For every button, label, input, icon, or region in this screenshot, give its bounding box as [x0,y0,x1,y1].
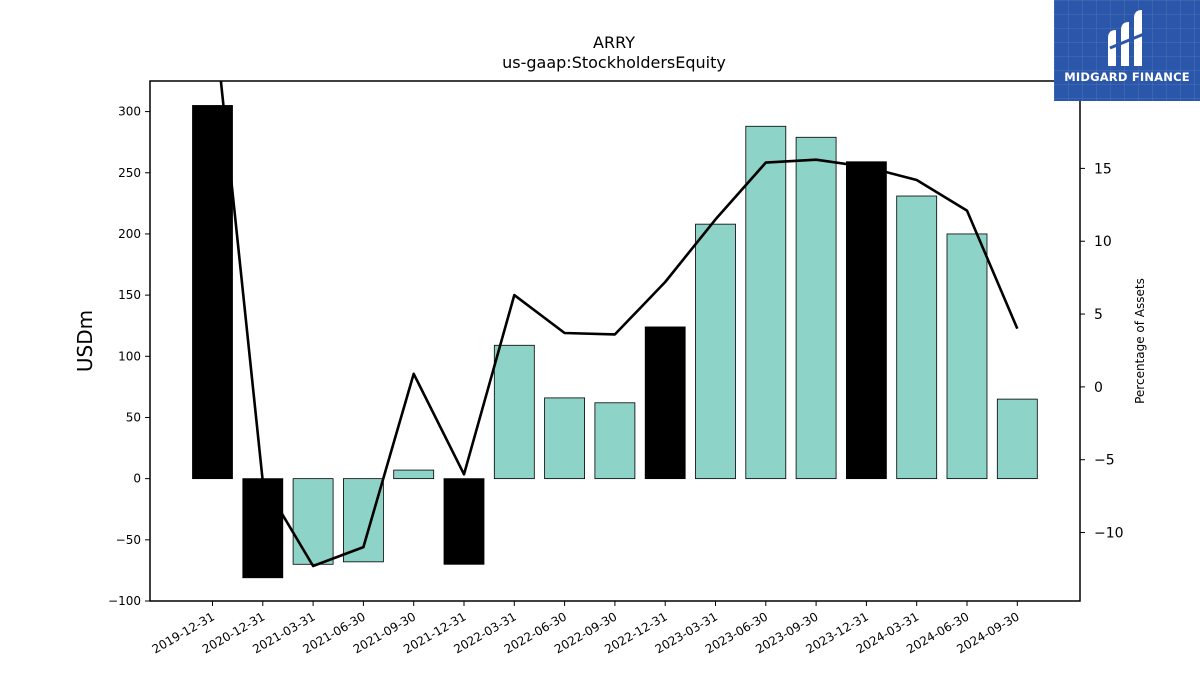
y2-tick-label: 0 [1094,380,1103,396]
y2-tick-label: 10 [1094,234,1112,250]
bar [695,223,736,480]
bar [242,478,284,579]
chart-title: ARRY [593,33,635,52]
bar [846,161,887,480]
y2-tick-label: 15 [1094,161,1112,177]
y-tick-label: 50 [126,410,141,424]
chart-subtitle: us-gaap:StockholdersEquity [502,53,726,72]
y-tick-label: −100 [108,594,141,608]
bar [393,469,435,480]
plot-frame [149,80,1081,602]
midgard-logo-icon [1108,10,1145,66]
bar [544,397,585,480]
bar [292,478,334,565]
y2-tick-label: −10 [1094,526,1124,542]
bar [644,326,686,480]
bar [493,344,535,480]
series-line [219,81,1019,568]
bar [946,233,988,480]
bar [594,402,636,480]
bar [192,105,233,480]
y-tick-label: 250 [118,166,141,180]
y-tick-label: 100 [118,349,141,363]
bar [896,195,938,480]
bar [996,398,1038,480]
y2-tick-label: 5 [1094,307,1103,323]
y-tick-label: −50 [116,533,141,547]
y-tick-label: 0 [133,472,141,486]
logo-text: MIDGARD FINANCE [1064,70,1190,84]
y-tick-label: 150 [118,288,141,302]
y2-tick-label: −5 [1094,453,1115,469]
bar [795,136,837,480]
y-tick-label: 300 [118,105,141,119]
bar [443,478,485,565]
y-tick-label: 200 [118,227,141,241]
bar [342,478,384,563]
y2-axis-label: Percentage of Assets [1133,278,1147,404]
y-axis-label: USDm [73,310,97,372]
midgard-finance-logo: MIDGARD FINANCE [1054,0,1200,101]
bar [745,125,787,480]
